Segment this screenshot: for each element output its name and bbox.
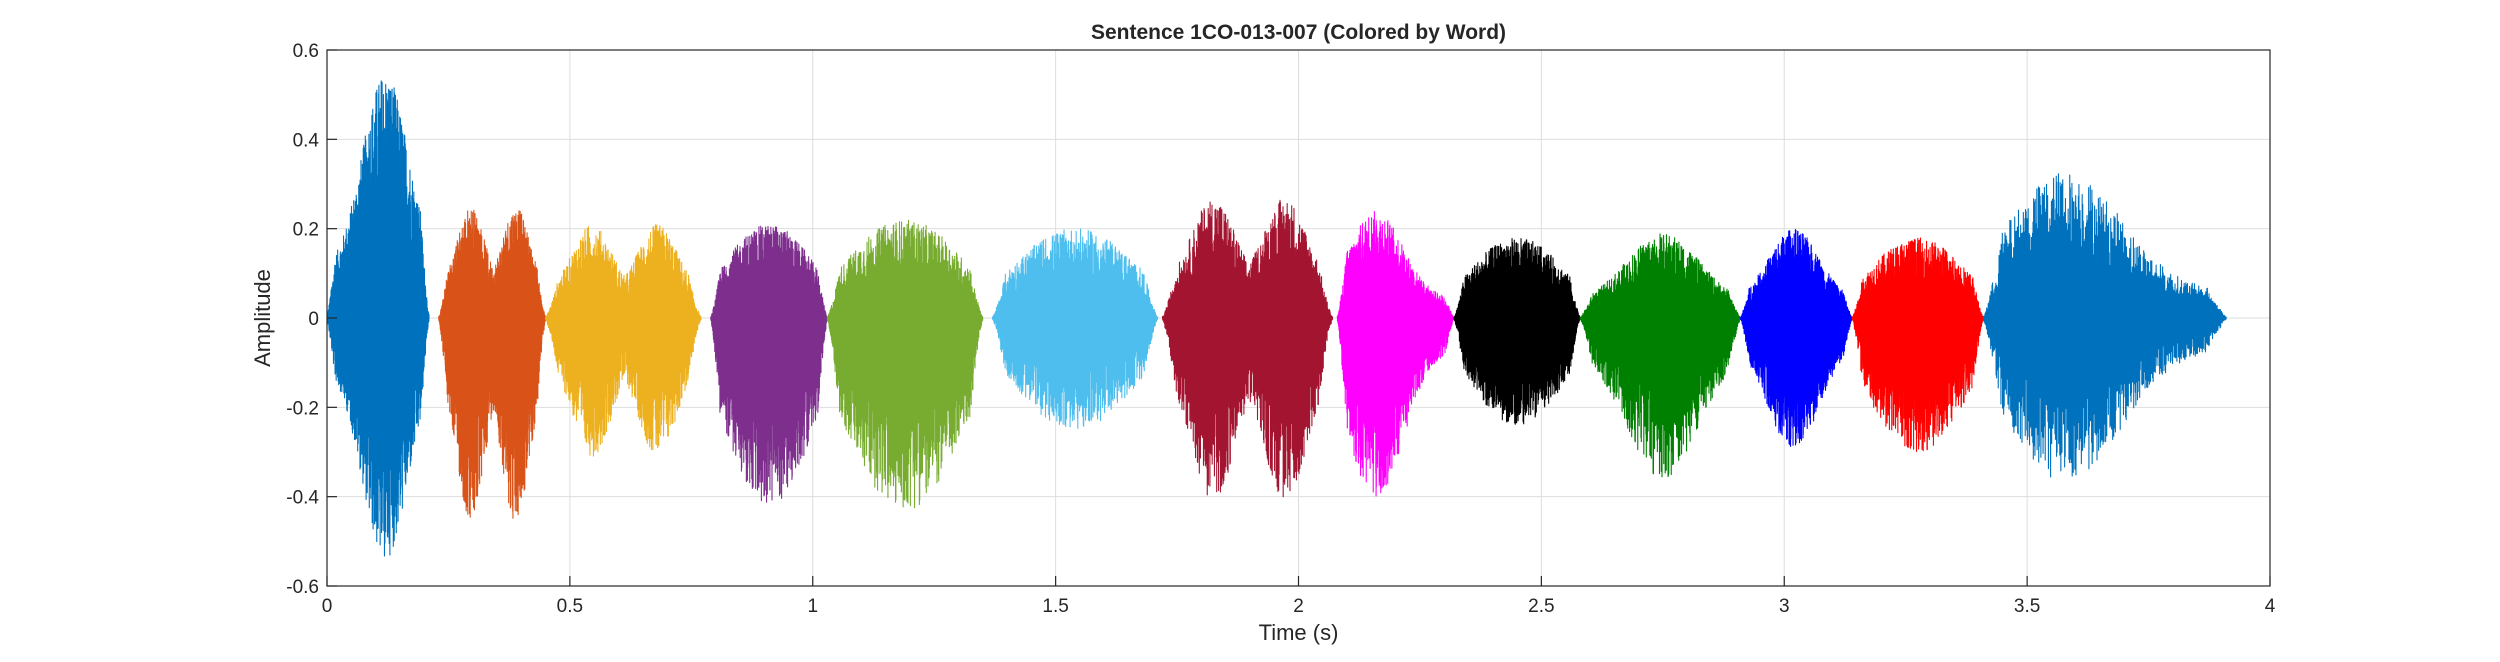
chart-title: Sentence 1CO-013-007 (Colored by Word) [1091,21,1506,44]
x-tick-label: 0 [322,596,333,617]
y-tick-label: 0.6 [293,41,319,62]
y-tick-label: -0.4 [286,488,319,509]
x-tick-label: 3.5 [2014,596,2040,617]
word-segment-9 [1453,237,1581,425]
word-segment-11 [1739,229,1853,447]
word-segment-10 [1579,233,1742,478]
word-segment-13 [1982,173,2227,478]
y-tick-label: 0 [308,309,319,330]
word-segment-7 [1161,199,1334,498]
y-axis-label: Amplitude [250,269,275,367]
word-segment-2 [438,209,547,519]
word-segment-8 [1336,211,1455,497]
y-tick-label: -0.2 [286,398,319,419]
x-tick-label: 3 [1779,596,1790,617]
x-tick-label: 4 [2265,596,2276,617]
y-tick-label: 0.2 [293,220,319,241]
word-segment-12 [1851,237,1984,452]
plot-area [326,80,2227,557]
word-segment-1 [326,80,430,557]
x-tick-label: 2.5 [1528,596,1554,617]
y-tick-label: -0.6 [286,577,319,598]
y-tick-label: 0.4 [293,130,320,151]
x-axis-label: Time (s) [1259,620,1339,645]
x-tick-label: 1 [807,596,818,617]
word-segment-4 [710,225,828,503]
x-tick-label: 0.5 [557,596,583,617]
word-segment-6 [991,228,1159,430]
word-segment-5 [826,219,984,509]
axis-ticks: 0 0.5 1 1.5 2 2.5 3 3.5 4 -0.6 -0.4 -0.2 0 0.2 0.4 0.6 [286,41,2275,617]
x-tick-label: 2 [1293,596,1304,617]
x-tick-label: 1.5 [1042,596,1068,617]
word-segment-3 [545,224,702,457]
